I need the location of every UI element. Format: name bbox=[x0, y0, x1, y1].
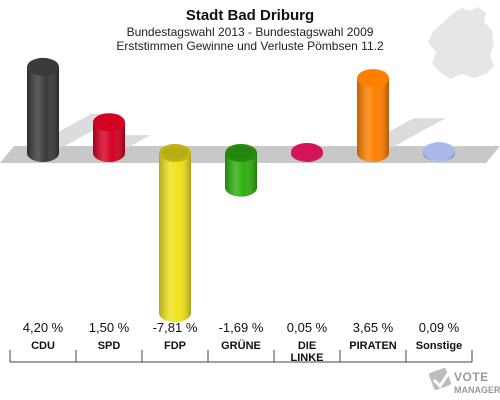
value-label: 0,09 % bbox=[419, 320, 460, 335]
logo-subtext: MANAGER bbox=[454, 385, 500, 395]
category-label: FDP bbox=[164, 340, 186, 352]
category-label: PIRATEN bbox=[349, 340, 397, 352]
bar bbox=[93, 113, 125, 162]
ballot-check-icon bbox=[429, 367, 454, 390]
bar bbox=[27, 57, 59, 162]
category-axis bbox=[9, 350, 473, 363]
value-labels: 4,20 % 1,50 % -7,81 % -1,69 % 0,05 % 3,65 % 0,… bbox=[23, 320, 460, 335]
bar bbox=[423, 142, 455, 162]
value-label: 0,05 % bbox=[287, 320, 328, 335]
bar bbox=[225, 144, 257, 197]
category-label: DIE bbox=[298, 340, 316, 352]
bar bbox=[291, 142, 323, 162]
logo-text: VOTE bbox=[454, 370, 489, 384]
category-label: SPD bbox=[98, 340, 121, 352]
germany-map-icon bbox=[428, 7, 494, 79]
bar bbox=[357, 69, 389, 162]
chart-title: Stadt Bad Driburg bbox=[186, 7, 314, 24]
category-label: CDU bbox=[31, 340, 55, 352]
category-label: GRÜNE bbox=[221, 339, 261, 352]
bar bbox=[159, 144, 191, 323]
value-label: 3,65 % bbox=[353, 320, 394, 335]
category-label: Sonstige bbox=[416, 340, 462, 352]
votemanager-logo: VOTE MANAGER bbox=[429, 367, 500, 395]
chart-subtitle-line-1: Bundestagswahl 2013 - Bundestagswahl 200… bbox=[127, 25, 374, 39]
value-label: -7,81 % bbox=[153, 320, 198, 335]
value-label: 1,50 % bbox=[89, 320, 130, 335]
chart-subtitle-line-2: Erststimmen Gewinne und Verluste Pömbsen… bbox=[116, 39, 384, 53]
category-label: LINKE bbox=[291, 352, 324, 364]
value-label: -1,69 % bbox=[219, 320, 264, 335]
value-label: 4,20 % bbox=[23, 320, 64, 335]
bars bbox=[27, 57, 455, 323]
